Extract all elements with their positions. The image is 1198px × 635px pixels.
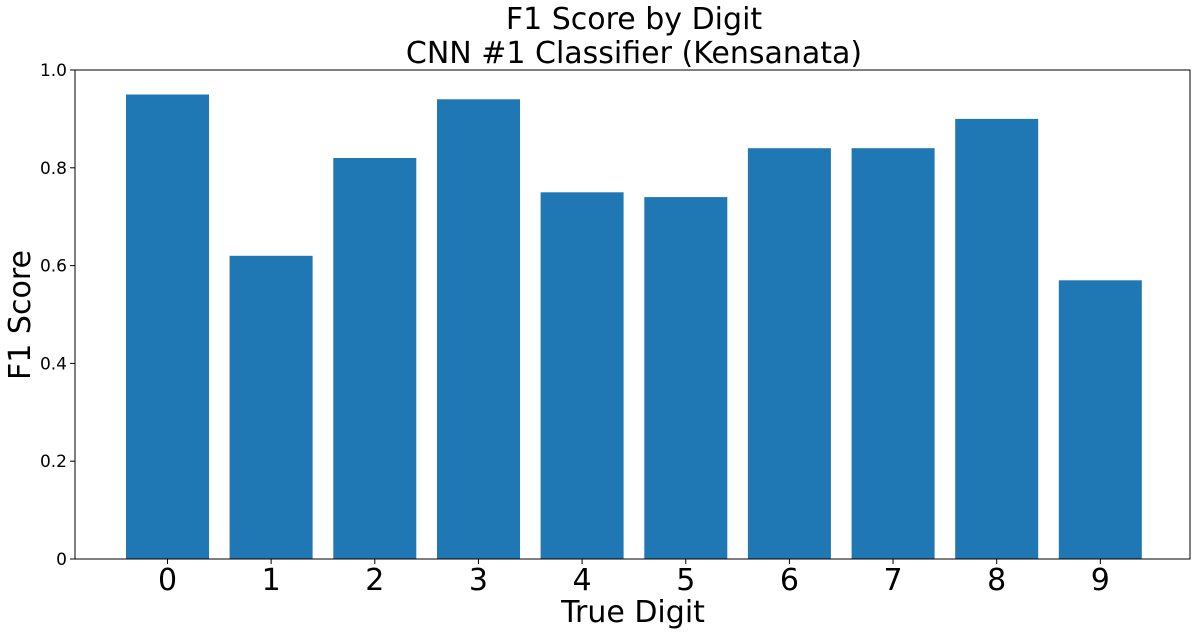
chart-title: F1 Score by Digit — [505, 2, 763, 37]
y-tick-label: 0.8 — [40, 159, 67, 179]
bar-digit-9 — [1058, 280, 1142, 559]
x-tick-label: 3 — [469, 563, 488, 598]
x-tick-label: 4 — [573, 563, 592, 598]
bar-digit-0 — [126, 94, 209, 559]
x-tick-label: 6 — [780, 563, 799, 598]
bar-digit-7 — [851, 148, 935, 559]
x-tick-label: 5 — [676, 563, 695, 598]
bar-digit-8 — [955, 118, 1039, 560]
x-tick-label: 8 — [987, 563, 1006, 598]
bar-digit-1 — [229, 255, 313, 560]
bar-digit-2 — [333, 158, 417, 559]
y-axis-ticks: 0 0.2 0.4 0.6 0.8 1.0 — [40, 61, 75, 570]
x-tick-label: 0 — [158, 563, 177, 598]
x-axis-label: True Digit — [560, 595, 705, 630]
y-tick-label: 0.6 — [40, 257, 67, 277]
bars-group — [126, 94, 1142, 560]
x-tick-label: 7 — [884, 563, 903, 598]
x-tick-label: 9 — [1091, 563, 1110, 598]
bar-digit-4 — [540, 192, 624, 560]
x-axis-ticks: 0 1 2 3 4 5 6 7 8 9 — [158, 559, 1110, 598]
y-axis-label: F1 Score — [3, 250, 38, 380]
bar-digit-6 — [747, 148, 831, 559]
axes-frame — [74, 69, 1191, 560]
y-tick-label: 0.2 — [40, 452, 67, 472]
x-tick-label: 1 — [262, 563, 281, 598]
y-tick-label: 0.4 — [40, 354, 67, 374]
chart-subtitle: CNN #1 Classifier (Kensanata) — [405, 36, 863, 71]
bar-digit-3 — [437, 99, 520, 560]
y-tick-label: 0 — [56, 550, 67, 570]
y-tick-label: 1.0 — [40, 61, 67, 81]
bar-digit-5 — [644, 197, 728, 559]
x-tick-label: 2 — [365, 563, 384, 598]
